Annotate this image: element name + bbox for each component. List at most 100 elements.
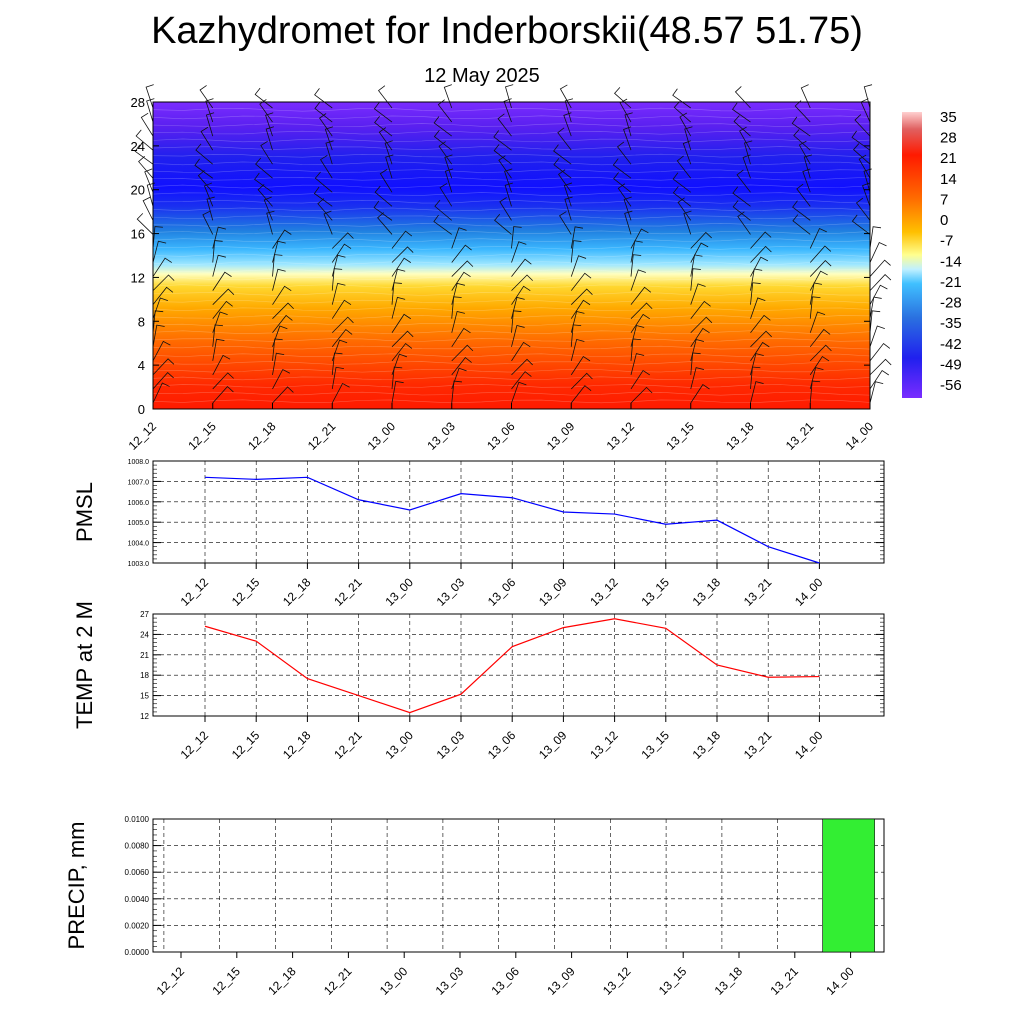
wind-barb	[792, 200, 811, 221]
wind-barb	[564, 196, 573, 221]
wind-barb	[563, 182, 573, 207]
contour-line	[152, 391, 871, 396]
wind-barb	[690, 300, 711, 319]
x-tick-label: 13_09	[544, 419, 578, 453]
wind-barb	[750, 381, 764, 404]
y-tick-label: 27	[140, 610, 149, 619]
wind-barb	[504, 84, 514, 109]
plot-frame	[152, 613, 885, 717]
wind-barb	[869, 342, 891, 362]
wind-barb	[570, 255, 587, 277]
wind-barb	[570, 339, 585, 361]
wind-barb	[433, 214, 452, 235]
wind-barb	[863, 84, 873, 109]
series-line	[204, 618, 820, 714]
contour-line	[152, 269, 871, 273]
wind-barb	[809, 227, 827, 249]
colorbar-label: -28	[940, 295, 962, 312]
wind-barb	[750, 314, 771, 334]
x-tick-label: 13_15	[638, 575, 672, 609]
wind-barb	[809, 367, 824, 390]
contour-line	[152, 376, 871, 381]
colorbar-scale	[902, 112, 922, 398]
wind-barb	[331, 232, 354, 249]
wind-barb	[499, 197, 512, 221]
colorbar-label: -42	[940, 336, 962, 353]
wind-barb	[869, 370, 890, 390]
wind-barb	[272, 368, 291, 390]
wind-barb	[869, 274, 892, 291]
wind-barb	[451, 244, 472, 263]
y-tick-label: 0.0080	[125, 842, 150, 851]
wind-barb	[314, 88, 333, 109]
y-tick-label: 0.0040	[125, 895, 150, 904]
wind-barb	[152, 382, 170, 404]
wind-barb	[200, 126, 214, 151]
x-tick-label: 13_06	[485, 728, 519, 762]
x-tick-label: 13_00	[377, 964, 411, 998]
wind-barb	[750, 256, 769, 277]
wind-barb	[324, 126, 334, 151]
wind-barb	[194, 158, 213, 179]
contour-line	[152, 153, 871, 158]
wind-barb	[564, 98, 574, 123]
colorbar-label: 0	[940, 212, 948, 229]
x-tick-label: 13_09	[544, 964, 578, 998]
wind-barb	[263, 196, 273, 221]
wind-barb	[511, 274, 533, 291]
contour-line	[152, 199, 871, 204]
y-tick-label: 18	[140, 671, 149, 680]
x-tick-label: 13_12	[600, 964, 634, 998]
y-tick-label: 0	[138, 402, 145, 417]
x-tick-label: 13_00	[365, 419, 399, 453]
wind-barb	[750, 297, 766, 319]
wind-barb	[444, 154, 453, 179]
wind-barb	[377, 212, 393, 235]
wind-barb	[272, 285, 292, 305]
wind-barb	[152, 358, 175, 376]
wind-barb	[732, 200, 751, 221]
wind-barb	[202, 210, 214, 235]
wind-barb	[331, 282, 346, 305]
wind-barb	[373, 200, 393, 221]
wind-barb	[511, 296, 525, 319]
wind-barb	[443, 84, 453, 109]
wind-barb	[557, 127, 572, 151]
heatmap-field	[153, 102, 870, 409]
x-tick-label: 12_21	[305, 419, 339, 453]
wind-barb	[494, 213, 512, 235]
wind-barb	[272, 302, 294, 319]
contour-line	[152, 368, 871, 373]
x-tick-label: 13_03	[434, 575, 468, 609]
wind-barb	[314, 171, 333, 193]
contour-line	[152, 238, 871, 242]
x-tick-label: 13_21	[783, 419, 817, 453]
wind-barb	[750, 341, 770, 362]
y-tick-label: 1005.0	[128, 520, 150, 527]
y-tick-label: 21	[140, 651, 149, 660]
wind-barb	[869, 259, 891, 277]
wind-barb	[373, 102, 393, 123]
colorbar-label: -56	[940, 377, 962, 394]
temp-2m-line-chart: 12 15 18 21 24 27 12_12 12_15 12_18 12_21 13_00 13_…	[72, 601, 885, 762]
x-tick-label: 12_12	[178, 575, 212, 609]
wind-barb	[809, 245, 832, 263]
x-tick-label: 12_18	[280, 728, 314, 762]
x-tick-label: 13_15	[663, 419, 697, 453]
wind-barb	[630, 302, 653, 319]
wind-barb	[451, 367, 467, 390]
wind-barb	[750, 353, 764, 376]
contour-line	[152, 322, 871, 327]
x-tick-label: 12_15	[185, 419, 219, 453]
x-tick-label: 13_12	[604, 419, 638, 453]
wind-barb	[739, 126, 751, 151]
contour-line	[152, 130, 871, 135]
colorbar-label: 28	[940, 130, 957, 147]
contour-line	[152, 207, 871, 212]
temperature-cross-section-plot: 0 4 8 12 16 20 24 28 12_12 12_15 12_18 12_21 13_00 13…	[126, 84, 892, 453]
wind-barb	[138, 156, 154, 179]
wind-barb	[736, 169, 751, 193]
wind-barb	[212, 226, 227, 249]
contour-line	[152, 184, 871, 189]
